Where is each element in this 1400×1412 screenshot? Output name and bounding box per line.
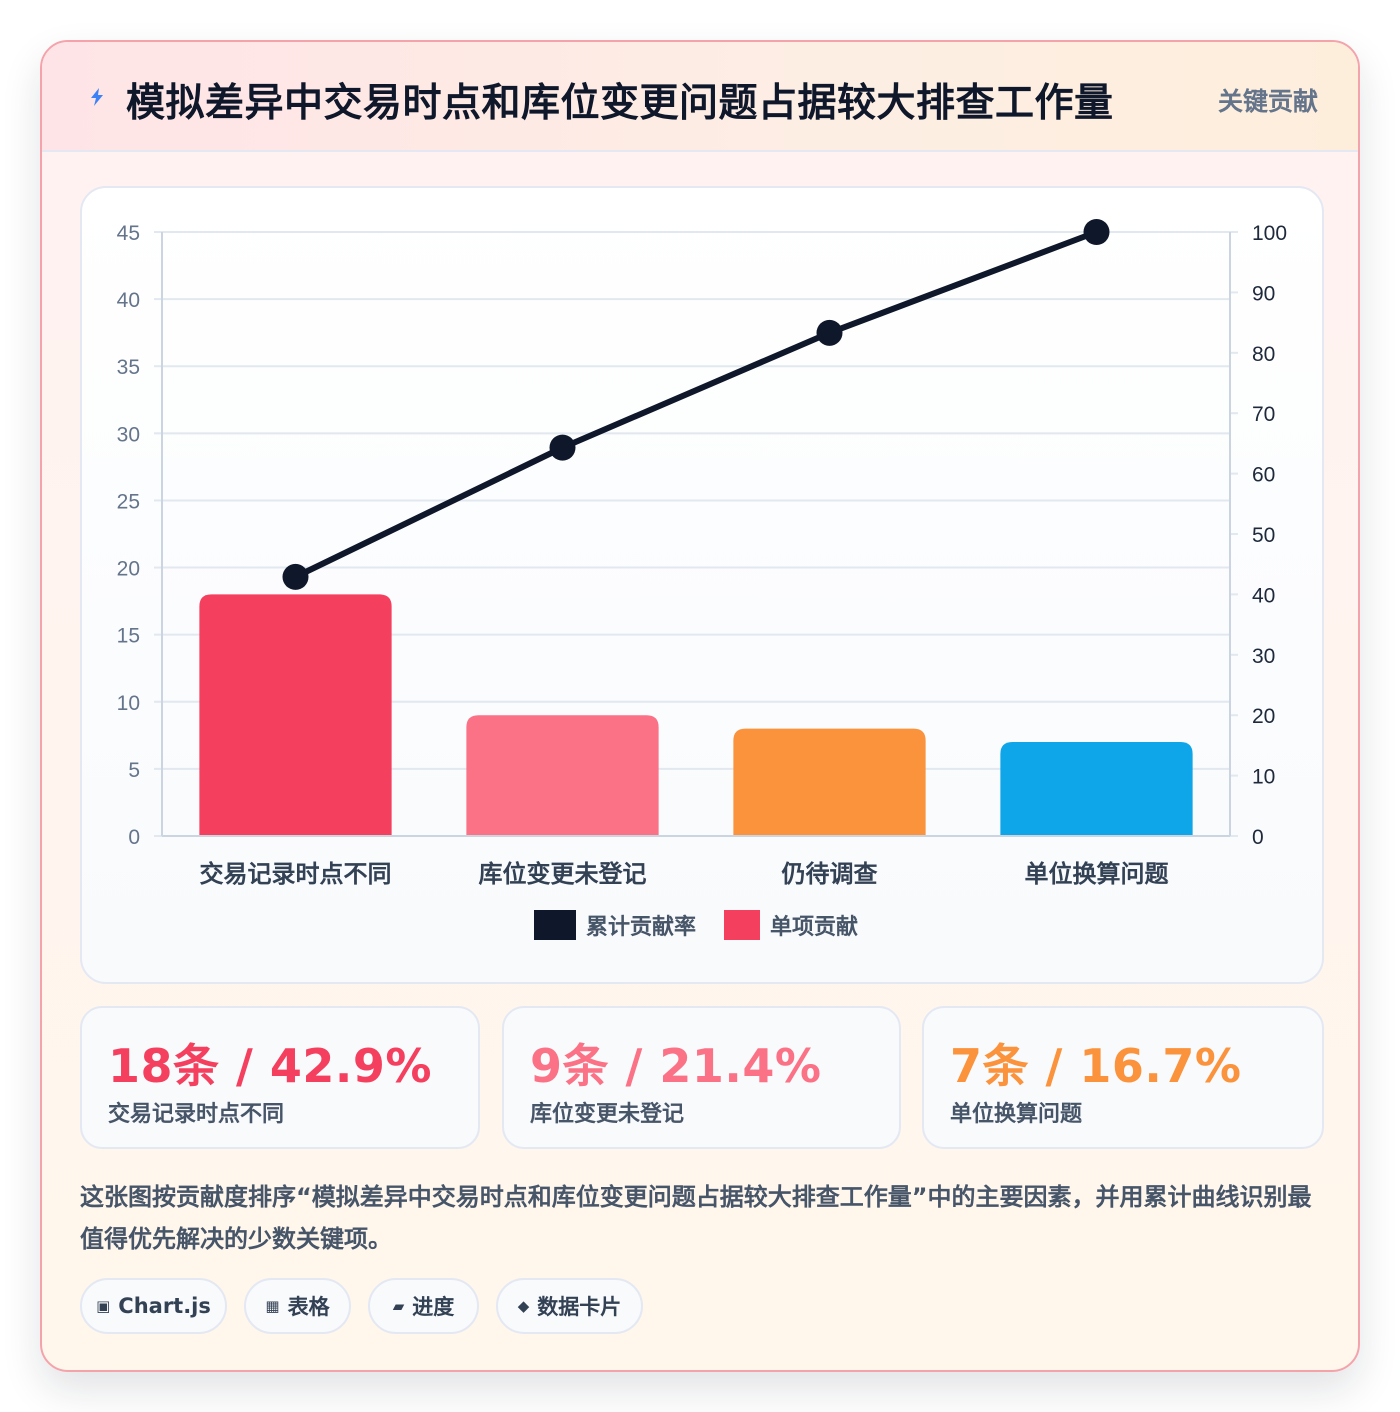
x-category-label: 单位换算问题 (1025, 860, 1169, 888)
x-category-label: 库位变更未登记 (479, 860, 647, 888)
bar (1000, 742, 1193, 836)
chart-canvas: 0 5 10 15 20 25 30 35 40 45 0 10 20 30 40 50 60 70 80 90 100… (117, 219, 1287, 940)
lightning-icon (91, 88, 103, 106)
x-category-label: 仍待调查 (782, 860, 878, 888)
table-icon: ▦ (265, 1297, 280, 1315)
y-left-tick-label: 45 (117, 222, 140, 245)
page-title: 模拟差异中交易时点和库位变更问题占据较大排查工作量 (126, 81, 1114, 126)
line-point (282, 563, 309, 590)
chip-table[interactable]: ▦ 表格 (244, 1278, 351, 1334)
x-category-label: 交易记录时点不同 (200, 860, 392, 888)
stat-card-2: 9条 / 21.4% 库位变更未登记 (502, 1006, 901, 1149)
card-icon: ◆ (517, 1297, 530, 1315)
chart-icon: ▣ (96, 1297, 111, 1315)
line-point (816, 319, 843, 346)
y-left-tick-label: 40 (117, 289, 140, 312)
stat-card-1: 18条 / 42.9% 交易记录时点不同 (80, 1006, 480, 1149)
y-right-tick-label: 0 (1252, 826, 1264, 849)
cumulative-line (294, 229, 1098, 580)
chip-label: 数据卡片 (537, 1295, 622, 1319)
y-left-tick-label: 35 (117, 356, 140, 379)
card-header: 模拟差异中交易时点和库位变更问题占据较大排查工作量 关键贡献 (42, 42, 1358, 152)
y-right-tick-label: 80 (1252, 343, 1275, 366)
line-point (549, 434, 576, 461)
y-right-tick-label: 20 (1252, 705, 1275, 728)
stat-value: 9条 / 21.4% (530, 1039, 822, 1093)
y-right-tick-label: 70 (1252, 403, 1275, 426)
bar (466, 715, 659, 836)
progress-icon: ▰ (392, 1297, 405, 1315)
y-right-tick-label: 30 (1252, 645, 1275, 668)
stat-label: 库位变更未登记 (530, 1102, 685, 1127)
bar (733, 728, 926, 836)
y-left-tick-label: 5 (128, 759, 140, 782)
chip-data-card[interactable]: ◆ 数据卡片 (496, 1278, 643, 1334)
y-right-tick-label: 10 (1252, 766, 1275, 789)
chart-description: 这张图按贡献度排序“模拟差异中交易时点和库位变更问题占据较大排查工作量”中的主要… (80, 1183, 1312, 1253)
legend-swatch (724, 910, 760, 940)
legend-label: 累计贡献率 (586, 914, 696, 940)
stat-value: 7条 / 16.7% (950, 1039, 1242, 1093)
y-right-tick-label: 100 (1252, 222, 1287, 245)
y-right-tick-label: 60 (1252, 464, 1275, 487)
y-left-tick-label: 15 (117, 625, 140, 648)
chip-label: 进度 (412, 1295, 455, 1319)
y-left-tick-label: 10 (117, 692, 140, 715)
y-right-tick-label: 40 (1252, 584, 1275, 607)
stat-card-3: 7条 / 16.7% 单位换算问题 (922, 1006, 1324, 1149)
chip-label: Chart.js (118, 1294, 211, 1318)
y-left-tick-label: 25 (117, 490, 140, 513)
bar (199, 594, 392, 836)
main-card: 模拟差异中交易时点和库位变更问题占据较大排查工作量 关键贡献 0 5 10 15 20 2… (40, 40, 1360, 1372)
y-right-tick-label: 90 (1252, 282, 1275, 305)
y-left-tick-label: 0 (128, 826, 140, 849)
line-point (1083, 219, 1110, 245)
header-badge: 关键贡献 (1217, 87, 1318, 116)
stat-label: 交易记录时点不同 (108, 1102, 285, 1127)
y-left-tick-label: 20 (117, 558, 140, 581)
y-left-tick-label: 30 (117, 423, 140, 446)
pareto-chart: 0 5 10 15 20 25 30 35 40 45 0 10 20 30 40 50 60 70 80 90 100… (80, 186, 1324, 984)
chip-label: 表格 (287, 1295, 330, 1319)
stat-value: 18条 / 42.9% (108, 1039, 432, 1093)
chip-chartjs[interactable]: ▣ Chart.js (80, 1278, 227, 1334)
stat-label: 单位换算问题 (950, 1102, 1083, 1127)
legend-swatch (534, 910, 576, 940)
legend-label: 单项贡献 (770, 914, 858, 940)
y-right-tick-label: 50 (1252, 524, 1275, 547)
chip-progress[interactable]: ▰ 进度 (368, 1278, 479, 1334)
